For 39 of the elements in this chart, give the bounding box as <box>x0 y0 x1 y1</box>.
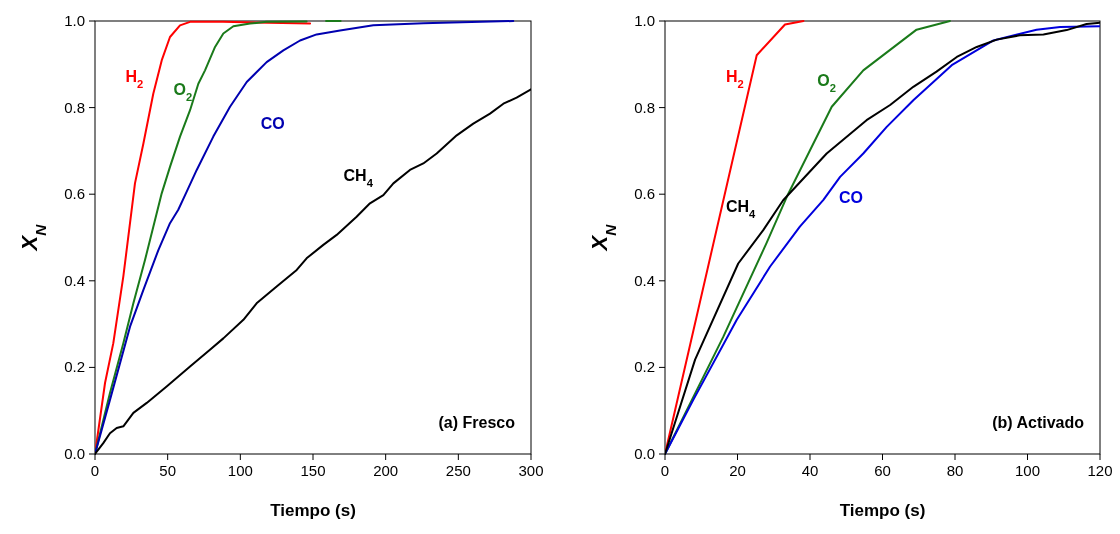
annotation: (a) Fresco <box>438 414 516 431</box>
y-tick-label: 0.6 <box>634 185 655 203</box>
y-tick-label: 0.6 <box>64 185 85 203</box>
series-label: O$_{2}$ <box>817 71 836 94</box>
x-tick-label: 150 <box>300 462 326 479</box>
x-axis-title: Tiempo (s) <box>839 501 926 520</box>
x-tick-label: 250 <box>445 462 471 479</box>
series-label: CO <box>260 115 285 133</box>
x-tick-label: 100 <box>1014 462 1041 479</box>
series-label: O$_{2}$ <box>173 80 193 103</box>
x-tick-label: 120 <box>1087 462 1113 479</box>
series-label: H$_{2}$ <box>125 67 144 90</box>
y-tick-label: 0.0 <box>634 445 655 462</box>
x-tick-label: 40 <box>801 462 819 479</box>
y-tick-label: 0.2 <box>64 358 85 376</box>
x-axis-title: Tiempo (s) <box>270 501 356 520</box>
y-tick-label: 0.0 <box>64 445 85 462</box>
y-tick-label: 1.0 <box>634 12 655 29</box>
x-tick-label: 100 <box>227 462 253 479</box>
series-label: CO <box>839 188 863 206</box>
y-tick-label: 0.4 <box>634 271 655 289</box>
y-tick-label: 0.8 <box>64 98 85 116</box>
x-tick-label: 0 <box>90 462 100 479</box>
x-tick-label: 80 <box>946 462 964 479</box>
x-tick-label: 50 <box>159 462 177 479</box>
y-tick-label: 0.2 <box>634 358 655 376</box>
series-label: CH$_{4}$ <box>343 167 374 190</box>
x-tick-label: 0 <box>660 462 670 479</box>
x-tick-label: 200 <box>373 462 399 479</box>
line-series <box>95 20 515 455</box>
y-tick-label: 0.8 <box>634 98 655 116</box>
x-tick-label: 60 <box>874 462 891 479</box>
series-label: H$_{2}$ <box>725 67 744 90</box>
y-tick-label: 1.0 <box>64 12 85 29</box>
x-tick-label: 20 <box>729 462 746 479</box>
series-label: CH$_{4}$ <box>725 197 757 220</box>
x-tick-label: 300 <box>518 462 544 479</box>
y-tick-label: 0.4 <box>64 271 85 289</box>
annotation: (b) Activado <box>992 414 1085 431</box>
